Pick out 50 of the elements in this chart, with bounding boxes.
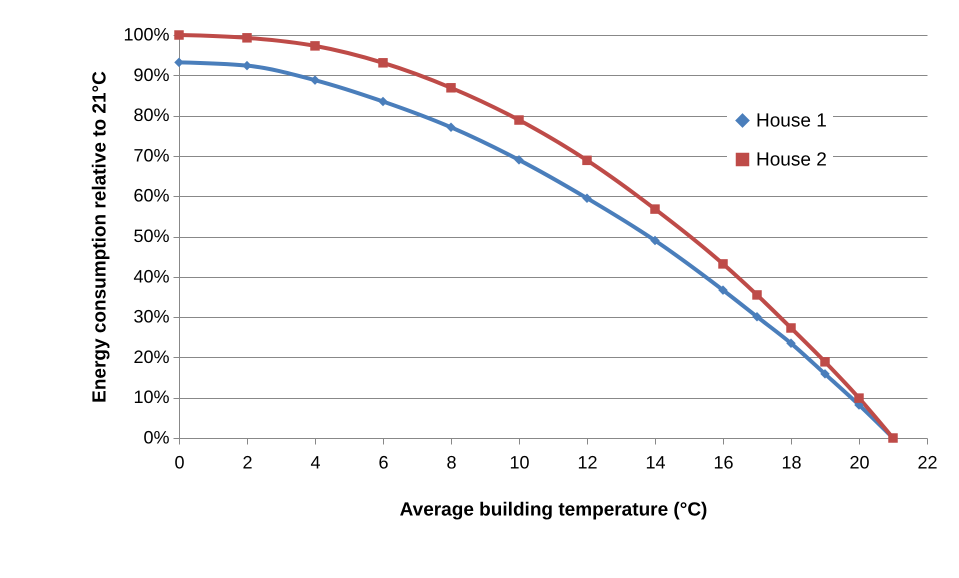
point — [242, 60, 252, 70]
x-tick-label: 16 — [713, 452, 734, 472]
x-tick-label: 4 — [310, 452, 321, 472]
point — [752, 312, 762, 322]
y-tick-label: 20% — [133, 346, 170, 367]
point — [582, 193, 592, 203]
point — [820, 369, 830, 379]
point — [718, 259, 728, 269]
y-tick-label: 80% — [133, 105, 170, 126]
y-tick-label: 30% — [133, 306, 170, 327]
point — [514, 155, 524, 165]
x-tick-label: 2 — [242, 452, 253, 472]
x-tick-label: 22 — [917, 452, 938, 472]
y-tick-label: 50% — [133, 226, 170, 246]
x-axis-title: Average building temperature (°C) — [400, 500, 708, 520]
point — [752, 290, 762, 300]
point — [446, 122, 456, 132]
point — [378, 96, 388, 106]
point — [582, 156, 592, 166]
point — [378, 58, 388, 68]
x-tick-label: 18 — [781, 452, 802, 472]
point — [446, 83, 456, 93]
point — [718, 285, 728, 295]
point — [650, 236, 660, 246]
point — [650, 204, 660, 214]
y-tick-label: 70% — [133, 145, 170, 166]
y-tick-label: 40% — [133, 266, 170, 286]
x-tick-label: 10 — [509, 452, 530, 472]
x-tick-label: 12 — [577, 452, 598, 472]
y-tick-label: 10% — [133, 387, 170, 408]
point — [310, 75, 320, 85]
x-tick-label: 6 — [378, 452, 389, 472]
point — [514, 115, 524, 125]
y-tick-label: 90% — [133, 64, 170, 85]
x-tick-label: 0 — [174, 452, 185, 472]
x-tick-label: 20 — [849, 452, 870, 472]
y-tick-label: 100% — [123, 24, 170, 44]
x-tick-label: 8 — [446, 452, 457, 472]
point — [786, 323, 796, 333]
legend-label: House 1 — [756, 110, 827, 132]
y-axis-title: Energy consumption relative to 21°C — [89, 70, 110, 403]
legend-label: House 2 — [756, 150, 827, 170]
x-tick-label: 14 — [645, 452, 666, 472]
y-tick-label: 60% — [133, 186, 170, 206]
point — [242, 33, 252, 43]
point — [786, 338, 796, 348]
point — [820, 357, 830, 367]
y-tick-label: 0% — [143, 428, 170, 448]
point — [310, 41, 320, 51]
point — [854, 393, 864, 403]
